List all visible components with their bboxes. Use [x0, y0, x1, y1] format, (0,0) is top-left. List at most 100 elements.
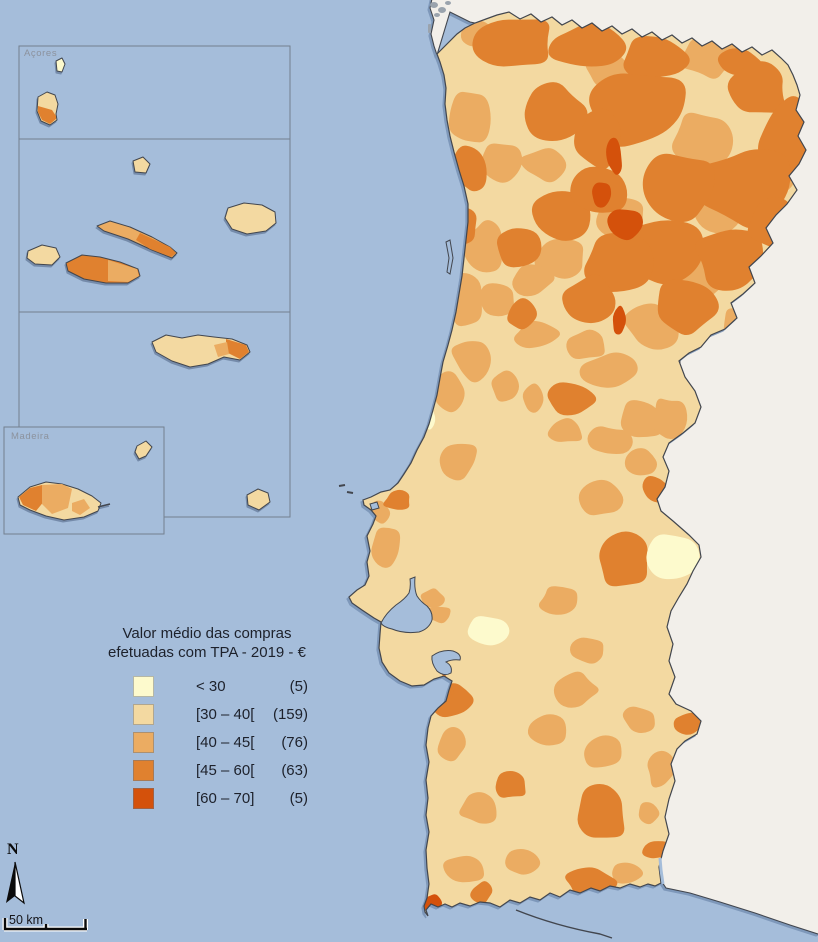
municipality-patch: [547, 382, 597, 416]
municipality-patch: [620, 400, 663, 438]
north-label: N: [7, 841, 19, 858]
legend-row: < 30 (5): [133, 676, 308, 697]
legend-class-label: [60 – 70]: [196, 790, 255, 807]
municipality-patch: [470, 881, 493, 904]
municipality-patches: [369, 19, 806, 913]
municipality-patch: [672, 112, 734, 169]
municipality-patch: [534, 238, 584, 279]
municipality-patch: [505, 848, 541, 875]
municipality-patch: [547, 418, 583, 442]
obidos-lagoon: [369, 501, 380, 511]
legend-title-line1: Valor médio das compras: [122, 625, 292, 642]
municipality-patch: [451, 341, 491, 383]
legend-class-count: (5): [289, 678, 308, 695]
north-arrow: [6, 861, 25, 905]
galician-islets: [428, 1, 451, 33]
aveiro-lagoon: [445, 239, 454, 275]
legend-row: [60 – 70] (5): [133, 788, 308, 809]
municipality-patch: [495, 770, 526, 798]
scale-bar: [2, 918, 88, 932]
municipality-patch: [538, 586, 578, 615]
island-porto-santo: [134, 440, 153, 460]
municipality-patch: [642, 153, 715, 223]
municipality-patch: [472, 19, 550, 67]
municipality-patch: [587, 426, 633, 454]
municipality-patch: [646, 534, 700, 580]
legend-swatch: [133, 760, 154, 781]
municipality-patch: [599, 531, 648, 587]
municipality-patch: [420, 588, 445, 608]
island-santa-maria: [246, 488, 271, 511]
island-terceira: [224, 202, 277, 235]
municipality-patch: [607, 209, 643, 241]
municipality-patch: [479, 283, 515, 317]
municipality-patch: [592, 182, 612, 208]
legend-class-count: (63): [281, 762, 308, 779]
municipality-patch: [512, 264, 555, 297]
legend-row: [40 – 45[(76): [133, 732, 308, 753]
municipality-patch: [467, 616, 510, 646]
municipality-patch: [652, 398, 688, 440]
municipality-patch: [673, 712, 703, 735]
municipality-patch: [584, 735, 622, 768]
municipality-patch: [657, 279, 719, 336]
legend-title-line2: efetuadas com TPA - 2019 - €: [108, 643, 306, 661]
municipality-patch: [569, 637, 604, 664]
island-madeira-mid: [42, 484, 72, 514]
municipality-patch: [448, 91, 491, 143]
municipality-patch: [383, 489, 410, 510]
scale-label: 50 km: [9, 913, 44, 927]
municipality-patch: [647, 750, 676, 788]
island-madeira-south: [72, 499, 90, 515]
municipality-patch: [507, 298, 537, 330]
island-graciosa: [132, 156, 151, 174]
municipality-patch: [496, 228, 542, 268]
municipality-patch: [459, 792, 497, 824]
municipality-patch: [638, 802, 660, 825]
municipality-patch: [491, 370, 520, 402]
ria-formosa-spit: [515, 909, 613, 939]
municipality-patch: [577, 783, 625, 838]
inset-box-madeira: [3, 426, 165, 535]
municipality-patch: [434, 371, 465, 413]
municipality-patch: [579, 352, 638, 388]
municipality-patch: [548, 22, 627, 67]
municipality-patch: [527, 714, 567, 746]
municipality-patch: [727, 61, 786, 113]
legend-swatch: [133, 704, 154, 725]
portugal-landmass: [348, 11, 807, 917]
azores-islands: [26, 57, 277, 511]
municipality-patch: [578, 479, 624, 516]
municipality-patch: [519, 148, 567, 183]
island-sao-miguel-east: [226, 339, 249, 359]
berlengas-islets: [338, 484, 354, 494]
municipality-patch: [695, 229, 764, 291]
municipality-patch: [524, 82, 588, 142]
municipality-patch: [562, 274, 616, 324]
azores-inset-label: Açores: [24, 48, 58, 59]
legend-row: [30 – 40[(159): [133, 704, 308, 725]
water-features: [369, 239, 665, 885]
municipality-patch: [623, 36, 690, 80]
legend-row: [45 – 60[ (63): [133, 760, 308, 781]
island-corvo: [55, 57, 66, 73]
municipality-patch: [437, 726, 466, 762]
municipality-patch: [371, 527, 401, 568]
island-faial: [26, 244, 61, 266]
municipality-patch: [566, 329, 605, 360]
legend-class-label: [45 – 60[: [196, 762, 255, 779]
municipality-patch: [612, 862, 644, 884]
island-sao-jorge-east: [136, 233, 176, 257]
municipality-patch: [624, 448, 658, 476]
legend-class-count: (159): [272, 706, 308, 723]
legend-swatch: [133, 732, 154, 753]
legend-title: Valor médio das compras efetuadas com TP…: [91, 625, 323, 663]
sado-estuary: [431, 650, 461, 676]
municipality-patch: [480, 143, 523, 183]
legend-swatch: [133, 676, 154, 697]
legend-class-count: (76): [281, 734, 308, 751]
tejo-estuary: [380, 576, 433, 634]
legend: < 30 (5) [30 – 40[(159) [40 – 45[(76) [45 – …: [133, 676, 308, 816]
